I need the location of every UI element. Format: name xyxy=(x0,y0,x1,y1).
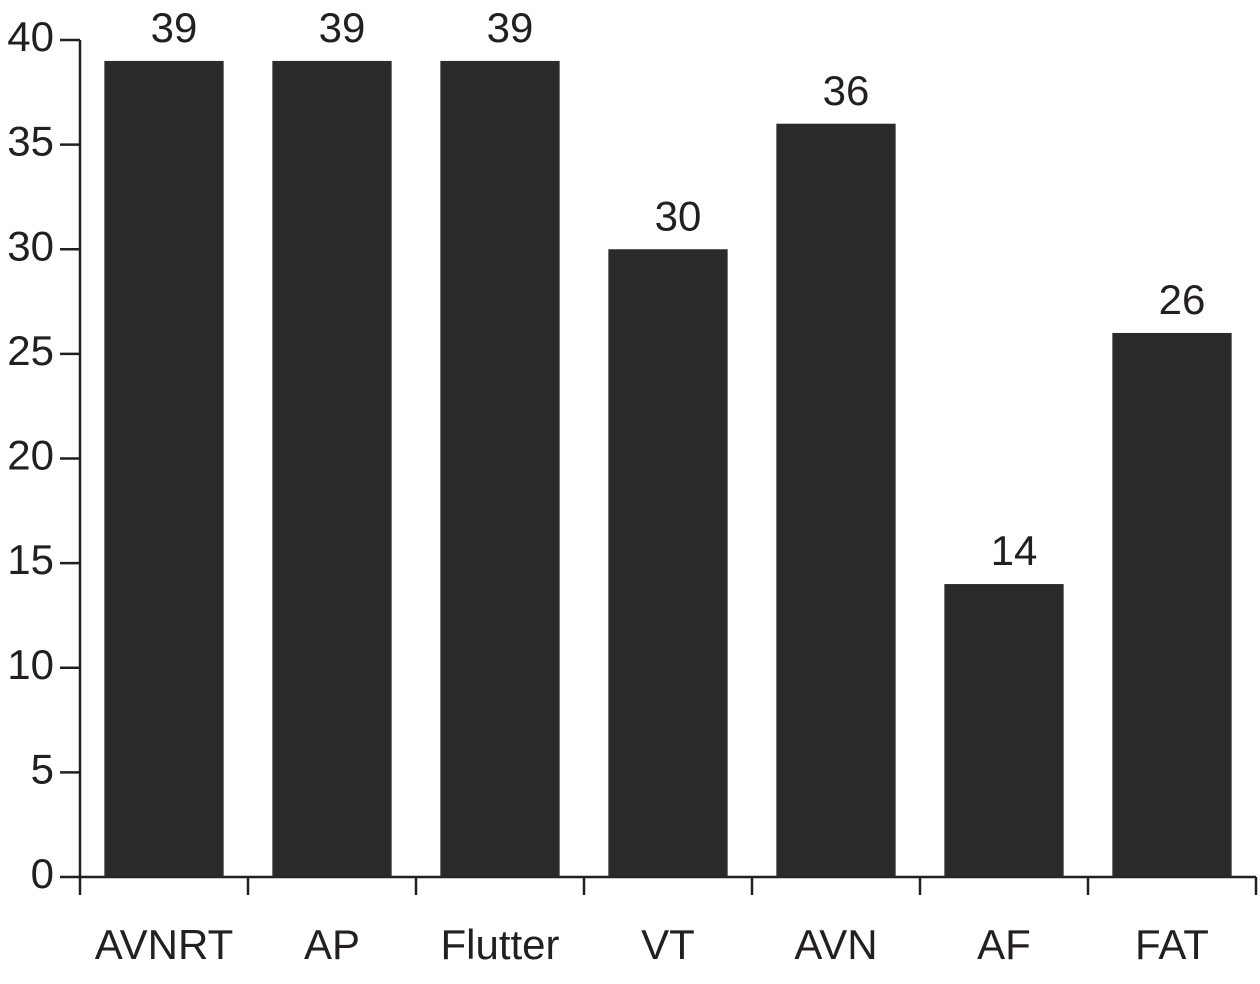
bar xyxy=(104,60,224,878)
data-label: 14 xyxy=(991,527,1038,574)
x-tick-label: FAT xyxy=(1135,921,1209,968)
data-label: 39 xyxy=(487,4,534,51)
y-tick-label: 35 xyxy=(7,118,54,165)
x-tick-label: Flutter xyxy=(440,921,559,968)
data-label: 39 xyxy=(151,4,198,51)
bar xyxy=(776,123,896,877)
bar xyxy=(944,584,1064,877)
x-tick-label: AVN xyxy=(794,921,877,968)
y-tick-label: 15 xyxy=(7,536,54,583)
bar xyxy=(272,60,392,878)
data-label: 30 xyxy=(655,192,702,239)
data-label: 26 xyxy=(1159,276,1206,323)
y-tick-label: 10 xyxy=(7,641,54,688)
bar xyxy=(1112,332,1232,877)
bar xyxy=(608,249,728,877)
data-label: 36 xyxy=(823,67,870,114)
y-tick-label: 30 xyxy=(7,222,54,269)
y-tick-label: 5 xyxy=(31,745,54,792)
data-label: 39 xyxy=(319,4,366,51)
y-tick-label: 25 xyxy=(7,327,54,374)
y-tick-label: 20 xyxy=(7,432,54,479)
x-tick-label: AF xyxy=(977,921,1031,968)
x-tick-label: VT xyxy=(641,921,695,968)
x-tick-label: AP xyxy=(304,921,360,968)
bar xyxy=(440,60,560,878)
y-tick-label: 40 xyxy=(7,13,54,60)
x-tick-label: AVNRT xyxy=(95,921,233,968)
y-tick-label: 0 xyxy=(31,850,54,897)
